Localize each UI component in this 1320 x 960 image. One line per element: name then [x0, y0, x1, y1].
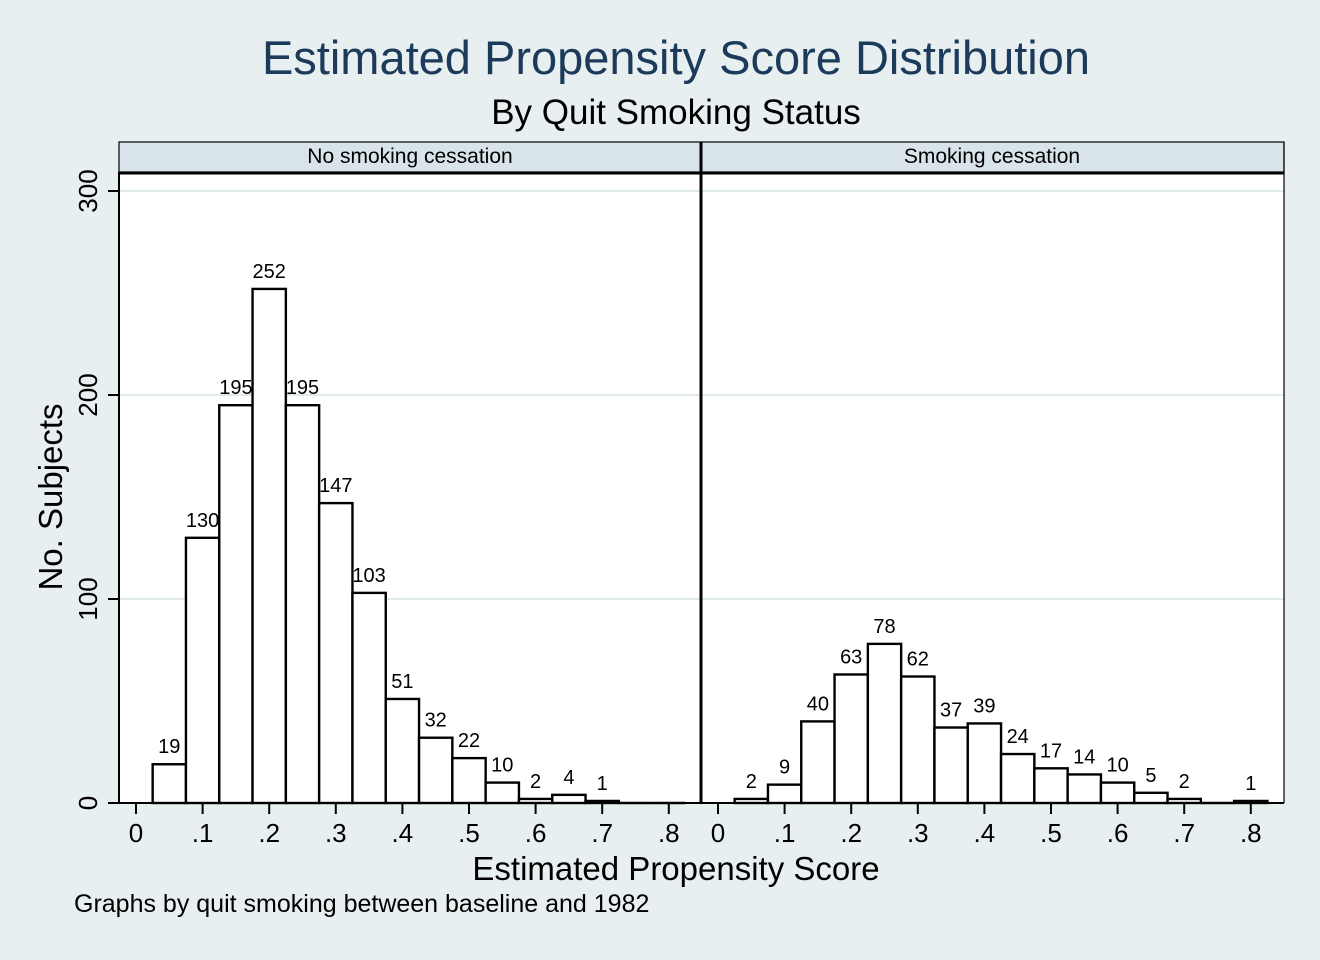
- x-tick-label: .5: [458, 818, 480, 848]
- histogram-bar: [218, 404, 254, 805]
- bar-data-label: 10: [491, 755, 513, 777]
- y-axis-title: No. Subjects: [32, 403, 69, 590]
- histogram-bar: [284, 404, 321, 805]
- x-tick-label: .8: [658, 818, 680, 848]
- bar-data-label: 2: [746, 771, 757, 793]
- x-tick-label: .6: [1107, 818, 1129, 848]
- histogram-bar: [1133, 791, 1169, 805]
- x-tick-label: .4: [974, 818, 996, 848]
- bar-data-label: 37: [940, 700, 962, 722]
- bar-data-label: 63: [840, 646, 862, 668]
- bar-data-label: 103: [352, 565, 385, 587]
- bar-data-label: 14: [1073, 746, 1095, 768]
- histogram-bar: [833, 673, 870, 805]
- chart-title: Estimated Propensity Score Distribution: [261, 31, 1091, 84]
- x-tick-label: .1: [192, 818, 214, 848]
- x-tick-label: .5: [1040, 818, 1062, 848]
- bar-data-label: 10: [1106, 755, 1128, 777]
- y-tick-label: 100: [73, 577, 103, 620]
- y-tick-label: 200: [73, 373, 103, 416]
- bar-data-label: 32: [425, 710, 447, 732]
- histogram-bar: [966, 722, 1003, 805]
- bar-data-label: 5: [1145, 765, 1156, 787]
- bar-data-label: 4: [563, 767, 574, 789]
- bar-data-label: 51: [391, 671, 413, 693]
- x-tick-label: 0: [129, 818, 143, 848]
- histogram-bar: [1066, 773, 1103, 805]
- histogram-bar: [351, 591, 387, 805]
- x-tick-label: .3: [907, 818, 929, 848]
- bar-data-label: 195: [286, 377, 319, 399]
- x-tick-label: .7: [1173, 818, 1195, 848]
- bar-data-label: 17: [1040, 740, 1062, 762]
- graph-note: Graphs by quit smoking between baseline …: [74, 890, 650, 918]
- x-axis-title: Estimated Propensity Score: [472, 850, 879, 887]
- panel-strip: [700, 141, 1285, 173]
- histogram-bar: [899, 675, 936, 805]
- histogram-bar: [184, 536, 221, 805]
- histogram-bar: [999, 752, 1036, 805]
- histogram-bar: [933, 726, 969, 805]
- histogram-bar: [551, 793, 587, 805]
- bar-data-label: 22: [458, 730, 480, 752]
- histogram-bar: [866, 642, 903, 805]
- bar-data-label: 130: [186, 510, 219, 532]
- histogram-bar: [1033, 767, 1069, 805]
- y-tick-label: 0: [73, 796, 103, 810]
- bar-data-label: 1: [1245, 773, 1256, 795]
- histogram-bar: [417, 736, 454, 805]
- x-tick-label: .8: [1240, 818, 1262, 848]
- x-tick-label: .1: [774, 818, 796, 848]
- panel-label: No smoking cessation: [307, 145, 512, 168]
- histogram-bar: [800, 720, 836, 805]
- histogram-bar: [766, 783, 803, 805]
- bar-data-label: 195: [219, 377, 252, 399]
- x-tick-label: .4: [392, 818, 414, 848]
- bar-data-label: 40: [807, 693, 829, 715]
- chart-subtitle: By Quit Smoking Status: [491, 93, 861, 132]
- x-tick-label: .2: [840, 818, 862, 848]
- panel-strip: [118, 141, 702, 173]
- bar-data-label: 2: [1179, 771, 1190, 793]
- bar-data-label: 2: [530, 771, 541, 793]
- histogram-bar: [1099, 781, 1136, 805]
- histogram-bar: [317, 501, 354, 805]
- bar-data-label: 78: [873, 616, 895, 638]
- histogram-bar: [484, 781, 521, 805]
- histogram-bar: [251, 287, 288, 805]
- bar-data-label: 252: [253, 261, 286, 283]
- x-tick-label: 0: [711, 818, 725, 848]
- bar-data-label: 19: [158, 736, 180, 758]
- histogram-bar: [384, 697, 421, 805]
- x-tick-label: .7: [591, 818, 613, 848]
- bar-data-label: 147: [319, 475, 352, 497]
- bar-data-label: 62: [907, 649, 929, 671]
- bar-data-label: 1: [597, 773, 608, 795]
- bar-data-label: 9: [779, 757, 790, 779]
- bar-data-label: 24: [1007, 726, 1029, 748]
- x-tick-label: .3: [325, 818, 347, 848]
- histogram-bar: [451, 756, 487, 805]
- x-tick-label: .6: [525, 818, 547, 848]
- y-tick-label: 300: [73, 169, 103, 212]
- x-tick-label: .2: [258, 818, 280, 848]
- bar-data-label: 39: [973, 695, 995, 717]
- histogram-bar: [151, 763, 188, 805]
- panel-label: Smoking cessation: [904, 145, 1080, 168]
